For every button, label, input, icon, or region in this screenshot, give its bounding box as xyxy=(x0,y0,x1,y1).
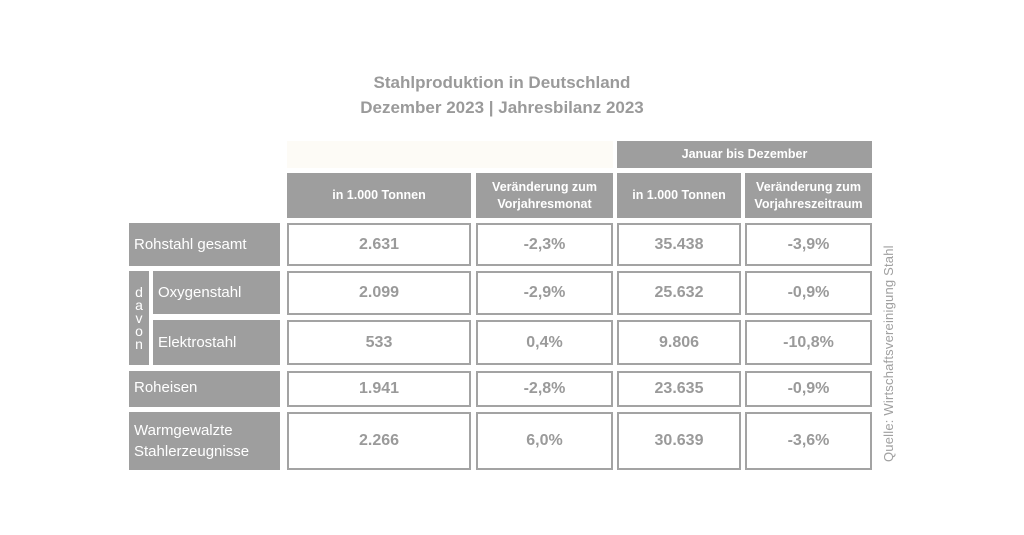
cell-elektrostahl-tonnen-month: 533 xyxy=(287,320,471,365)
davon-label: d a v o n xyxy=(129,271,149,365)
row-label-warmgewalzte: Warmgewalzte Stahlerzeugnisse xyxy=(129,412,280,470)
davon-letter: n xyxy=(135,335,143,352)
cell-elektrostahl-change-year: -10,8% xyxy=(745,320,872,365)
cell-rohstahl-change-year: -3,9% xyxy=(745,223,872,266)
row-label-oxygenstahl: Oxygenstahl xyxy=(153,271,280,314)
cell-warmgewalzte-tonnen-month: 2.266 xyxy=(287,412,471,470)
davon-letter: d xyxy=(135,283,143,300)
cell-oxygenstahl-change-year: -0,9% xyxy=(745,271,872,315)
col-header-change-year-line1: Veränderung zum xyxy=(756,179,861,194)
cell-warmgewalzte-change-year: -3,6% xyxy=(745,412,872,470)
cell-roheisen-tonnen-year: 23.635 xyxy=(617,371,741,407)
cell-elektrostahl-change-month: 0,4% xyxy=(476,320,613,365)
cell-oxygenstahl-change-month: -2,9% xyxy=(476,271,613,315)
col-header-change-month-line2: Vorjahresmonat xyxy=(497,196,592,211)
davon-letter: a xyxy=(135,296,143,313)
col-header-change-month-line1: Veränderung zum xyxy=(492,179,597,194)
cell-oxygenstahl-tonnen-year: 25.632 xyxy=(617,271,741,315)
col-header-change-year-line2: Vorjahreszeitraum xyxy=(754,196,863,211)
cell-warmgewalzte-change-month: 6,0% xyxy=(476,412,613,470)
cell-rohstahl-tonnen-month: 2.631 xyxy=(287,223,471,266)
cell-oxygenstahl-tonnen-month: 2.099 xyxy=(287,271,471,315)
cell-warmgewalzte-tonnen-year: 30.639 xyxy=(617,412,741,470)
row-label-elektrostahl: Elektrostahl xyxy=(153,320,280,365)
table-subtitle: Dezember 2023 | Jahresbilanz 2023 xyxy=(360,98,644,117)
col-header-tonnen-month: in 1.000 Tonnen xyxy=(287,173,471,218)
cell-elektrostahl-tonnen-year: 9.806 xyxy=(617,320,741,365)
cell-roheisen-change-month: -2,8% xyxy=(476,371,613,407)
cell-roheisen-change-year: -0,9% xyxy=(745,371,872,407)
cell-rohstahl-tonnen-year: 35.438 xyxy=(617,223,741,266)
davon-letter: v xyxy=(135,309,143,326)
group-header-januar-bis-dezember: Januar bis Dezember xyxy=(617,141,872,168)
col-header-change-year: Veränderung zum Vorjahreszeitraum xyxy=(745,173,872,218)
row-label-rohstahl: Rohstahl gesamt xyxy=(129,223,280,266)
davon-letter: o xyxy=(135,322,143,339)
source-note: Quelle: Wirtschaftsvereinigung Stahl xyxy=(881,245,896,462)
row-label-warmgewalzte-line2: Stahlerzeugnisse xyxy=(134,443,250,460)
cell-roheisen-tonnen-month: 1.941 xyxy=(287,371,471,407)
row-label-warmgewalzte-line1: Warmgewalzte xyxy=(134,422,233,439)
col-header-change-month: Veränderung zum Vorjahresmonat xyxy=(476,173,613,218)
row-label-roheisen: Roheisen xyxy=(129,371,280,407)
col-header-tonnen-year: in 1.000 Tonnen xyxy=(617,173,741,218)
table-title: Stahlproduktion in Deutschland xyxy=(373,73,631,92)
cell-rohstahl-change-month: -2,3% xyxy=(476,223,613,266)
header-blank-area xyxy=(287,141,613,168)
